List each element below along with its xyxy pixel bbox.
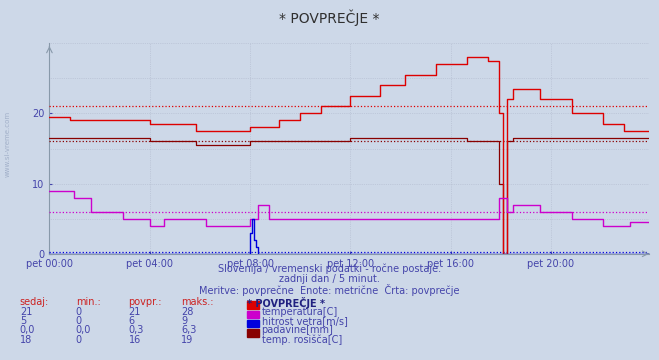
Text: 28: 28 (181, 307, 194, 317)
Text: 0,0: 0,0 (76, 325, 91, 336)
Text: min.:: min.: (76, 297, 101, 307)
Text: temp. rosišča[C]: temp. rosišča[C] (262, 335, 342, 345)
Text: zadnji dan / 5 minut.: zadnji dan / 5 minut. (279, 274, 380, 284)
Text: www.si-vreme.com: www.si-vreme.com (5, 111, 11, 177)
Text: * POVPREČJE *: * POVPREČJE * (247, 297, 325, 309)
Text: 19: 19 (181, 335, 194, 345)
Text: hitrost vetra[m/s]: hitrost vetra[m/s] (262, 316, 347, 326)
Text: Meritve: povprečne  Enote: metrične  Črta: povprečje: Meritve: povprečne Enote: metrične Črta:… (199, 284, 460, 296)
Text: 16: 16 (129, 335, 141, 345)
Text: sedaj:: sedaj: (20, 297, 49, 307)
Text: Slovenija / vremenski podatki - ročne postaje.: Slovenija / vremenski podatki - ročne po… (218, 264, 441, 274)
Text: 6,3: 6,3 (181, 325, 196, 336)
Text: 6: 6 (129, 316, 134, 326)
Text: povpr.:: povpr.: (129, 297, 162, 307)
Text: 18: 18 (20, 335, 32, 345)
Text: 0: 0 (76, 335, 82, 345)
Text: 0,3: 0,3 (129, 325, 144, 336)
Text: 0,0: 0,0 (20, 325, 35, 336)
Text: * POVPREČJE *: * POVPREČJE * (279, 9, 380, 26)
Text: 21: 21 (20, 307, 32, 317)
Text: 0: 0 (76, 307, 82, 317)
Text: 0: 0 (76, 316, 82, 326)
Text: temperatura[C]: temperatura[C] (262, 307, 338, 317)
Text: 21: 21 (129, 307, 141, 317)
Text: maks.:: maks.: (181, 297, 214, 307)
Text: padavine[mm]: padavine[mm] (262, 325, 333, 336)
Text: 9: 9 (181, 316, 187, 326)
Text: 5: 5 (20, 316, 26, 326)
